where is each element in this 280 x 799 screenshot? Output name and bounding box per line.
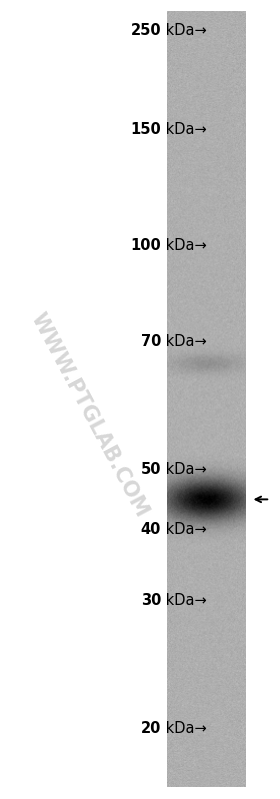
Text: kDa→: kDa→ (161, 122, 207, 137)
Text: 250: 250 (130, 23, 161, 38)
Text: kDa→: kDa→ (161, 334, 207, 348)
Text: WWW.PTGLAB.COM: WWW.PTGLAB.COM (27, 310, 152, 521)
Text: 70: 70 (141, 334, 161, 348)
Text: kDa→: kDa→ (161, 594, 207, 608)
Text: kDa→: kDa→ (161, 238, 207, 252)
Text: kDa→: kDa→ (161, 523, 207, 537)
Text: 40: 40 (141, 523, 161, 537)
Text: 20: 20 (141, 721, 161, 736)
Text: 30: 30 (141, 594, 161, 608)
Text: kDa→: kDa→ (161, 23, 207, 38)
Text: 150: 150 (130, 122, 161, 137)
Text: 100: 100 (130, 238, 161, 252)
Text: kDa→: kDa→ (161, 462, 207, 476)
Text: kDa→: kDa→ (161, 721, 207, 736)
Text: 50: 50 (141, 462, 161, 476)
